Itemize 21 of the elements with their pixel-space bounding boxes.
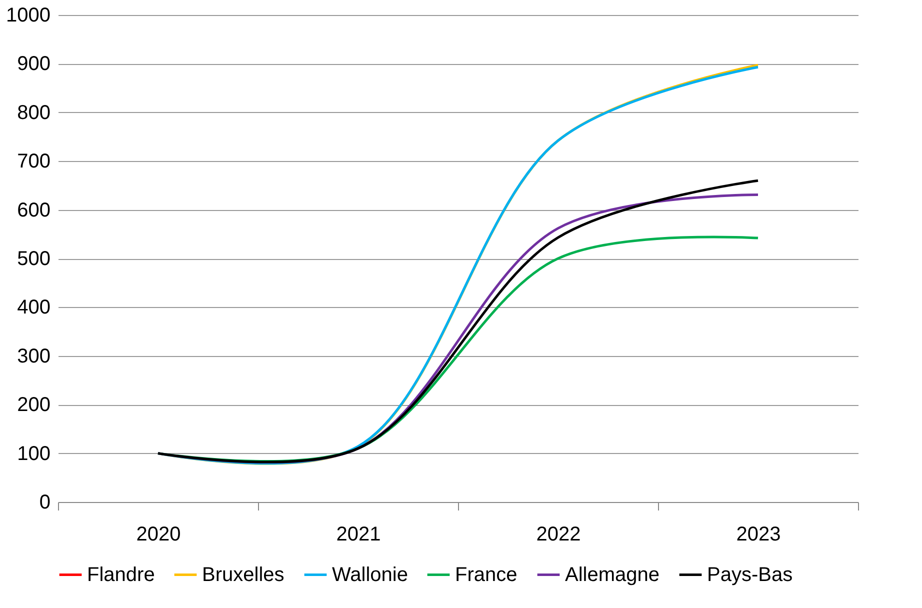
y-tick-label: 0 [39, 492, 50, 514]
y-tick-label: 900 [17, 53, 50, 76]
x-tick-label: 2020 [136, 524, 181, 546]
x-tick-label: 2021 [336, 524, 381, 546]
legend-label: Bruxelles [202, 564, 284, 586]
y-tick-label: 800 [17, 102, 50, 124]
legend-label: Wallonie [332, 564, 408, 586]
legend-label: France [455, 564, 518, 586]
y-tick-label: 400 [17, 296, 50, 319]
y-tick-label: 200 [17, 394, 50, 416]
y-tick-label: 300 [17, 345, 50, 368]
x-tick-label: 2022 [536, 524, 581, 546]
y-tick-label: 100 [17, 442, 50, 465]
legend-label: Pays-Bas [707, 564, 793, 586]
y-tick-label: 500 [17, 248, 50, 270]
legend-label: Allemagne [565, 564, 660, 586]
y-tick-label: 600 [17, 199, 50, 222]
y-tick-label: 1000 [6, 4, 50, 26]
y-tick-label: 700 [17, 150, 50, 173]
legend-label: Flandre [87, 564, 155, 586]
x-tick-label: 2023 [736, 524, 781, 546]
